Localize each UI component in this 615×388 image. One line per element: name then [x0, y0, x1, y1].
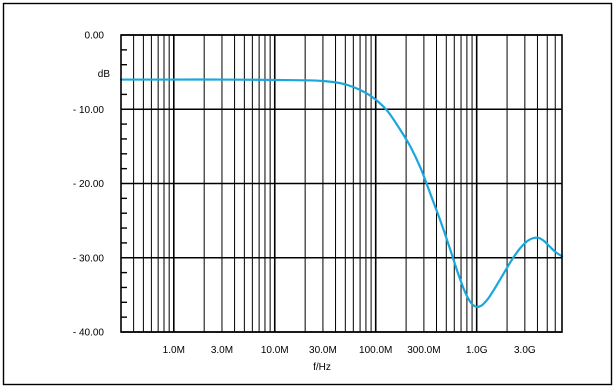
x-tick-label: 300.0M	[407, 345, 440, 356]
x-tick-label: 1.0G	[466, 345, 488, 356]
y-tick-label: - 30.00	[73, 253, 105, 264]
y-tick-label: - 20.00	[73, 179, 105, 190]
x-tick-label: 3.0G	[514, 345, 536, 356]
y-tick-label: 0.00	[85, 31, 105, 42]
x-tick-label: 10.0M	[261, 345, 289, 356]
x-tick-labels: 1.0M 3.0M 10.0M 30.0M 100.0M 300.0M 1.0G 3.0G	[163, 345, 536, 356]
y-tick-label: - 40.00	[73, 328, 105, 339]
x-tick-label: 30.0M	[309, 345, 337, 356]
x-tick-label: 100.0M	[359, 345, 392, 356]
y-axis-label: dB	[98, 69, 111, 80]
x-tick-label: 3.0M	[211, 345, 233, 356]
y-tick-label: - 10.00	[73, 105, 105, 116]
series-line	[121, 80, 562, 307]
x-tick-label: 1.0M	[163, 345, 185, 356]
x-axis-label: f/Hz	[313, 362, 331, 373]
